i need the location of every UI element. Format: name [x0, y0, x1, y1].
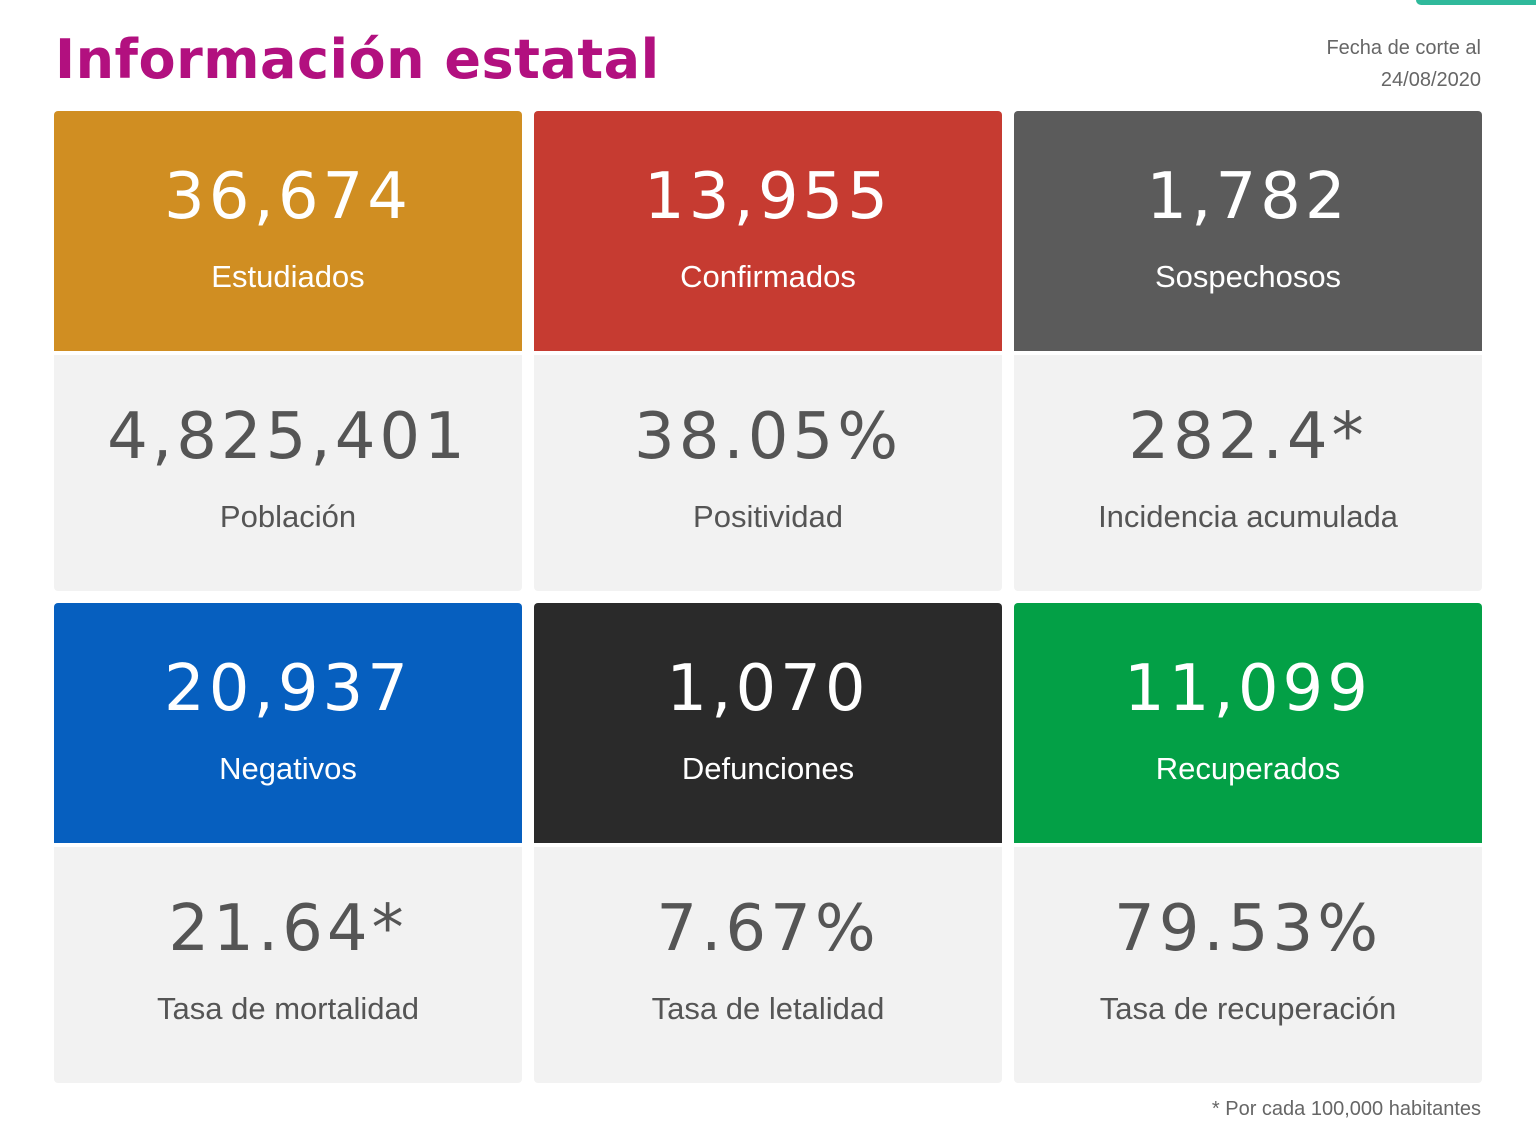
stat-card-tasa-de-recuperacion: 79.53% Tasa de recuperación — [1014, 847, 1482, 1083]
stat-value: 1,782 — [1146, 160, 1350, 234]
stat-label: Incidencia acumulada — [1098, 499, 1398, 534]
stat-value: 38.05% — [633, 400, 903, 474]
stat-label: Tasa de recuperación — [1099, 991, 1397, 1026]
stat-label: Negativos — [219, 751, 357, 786]
stat-card-positividad: 38.05% Positividad — [534, 355, 1002, 591]
stat-label: Población — [219, 499, 357, 534]
stat-value: 282.4* — [1128, 400, 1368, 474]
page-title: Información estatal — [55, 28, 660, 91]
stats-column: 36,674 Estudiados 4,825,401 Población 20,937… — [54, 111, 522, 1083]
stat-label: Positividad — [693, 499, 843, 534]
stat-card-estudiados: 36,674 Estudiados — [54, 111, 522, 351]
stat-value: 7.67% — [656, 892, 880, 966]
footnote: * Por cada 100,000 habitantes — [1211, 1098, 1481, 1120]
stats-grid: 36,674 Estudiados 4,825,401 Población 20,937… — [54, 111, 1482, 1083]
stat-card-negativos: 20,937 Negativos — [54, 603, 522, 843]
stat-value: 4,825,401 — [107, 400, 469, 474]
stat-value: 20,937 — [164, 652, 412, 726]
stat-card-poblacion: 4,825,401 Población — [54, 355, 522, 591]
cutoff-date: Fecha de corte al 24/08/2020 — [1326, 32, 1481, 96]
stat-card-recuperados: 11,099 Recuperados — [1014, 603, 1482, 843]
stat-label: Defunciones — [681, 751, 855, 786]
stat-label: Tasa de letalidad — [651, 991, 885, 1026]
stat-card-tasa-de-mortalidad: 21.64* Tasa de mortalidad — [54, 847, 522, 1083]
accent-bar — [1416, 0, 1536, 5]
stat-card-confirmados: 13,955 Confirmados — [534, 111, 1002, 351]
stat-label: Tasa de mortalidad — [157, 991, 419, 1026]
stat-value: 21.64* — [168, 892, 408, 966]
stat-label: Recuperados — [1155, 751, 1341, 786]
stat-card-sospechosos: 1,782 Sospechosos — [1014, 111, 1482, 351]
stat-value: 1,070 — [666, 652, 870, 726]
stat-card-tasa-de-letalidad: 7.67% Tasa de letalidad — [534, 847, 1002, 1083]
stat-value: 13,955 — [644, 160, 892, 234]
date-label: Fecha de corte al — [1326, 37, 1481, 59]
date-value: 24/08/2020 — [1380, 69, 1481, 91]
stat-label: Confirmados — [680, 259, 856, 294]
stat-card-defunciones: 1,070 Defunciones — [534, 603, 1002, 843]
stat-card-incidencia-acumulada: 282.4* Incidencia acumulada — [1014, 355, 1482, 591]
stat-value: 36,674 — [164, 160, 412, 234]
stats-column: 1,782 Sospechosos 282.4* Incidencia acumula… — [1014, 111, 1482, 1083]
stat-label: Sospechosos — [1154, 259, 1342, 294]
stats-column: 13,955 Confirmados 38.05% Positividad 1,070 D… — [534, 111, 1002, 1083]
stat-value: 11,099 — [1124, 652, 1372, 726]
stat-value: 79.53% — [1113, 892, 1383, 966]
stat-label: Estudiados — [211, 259, 365, 294]
